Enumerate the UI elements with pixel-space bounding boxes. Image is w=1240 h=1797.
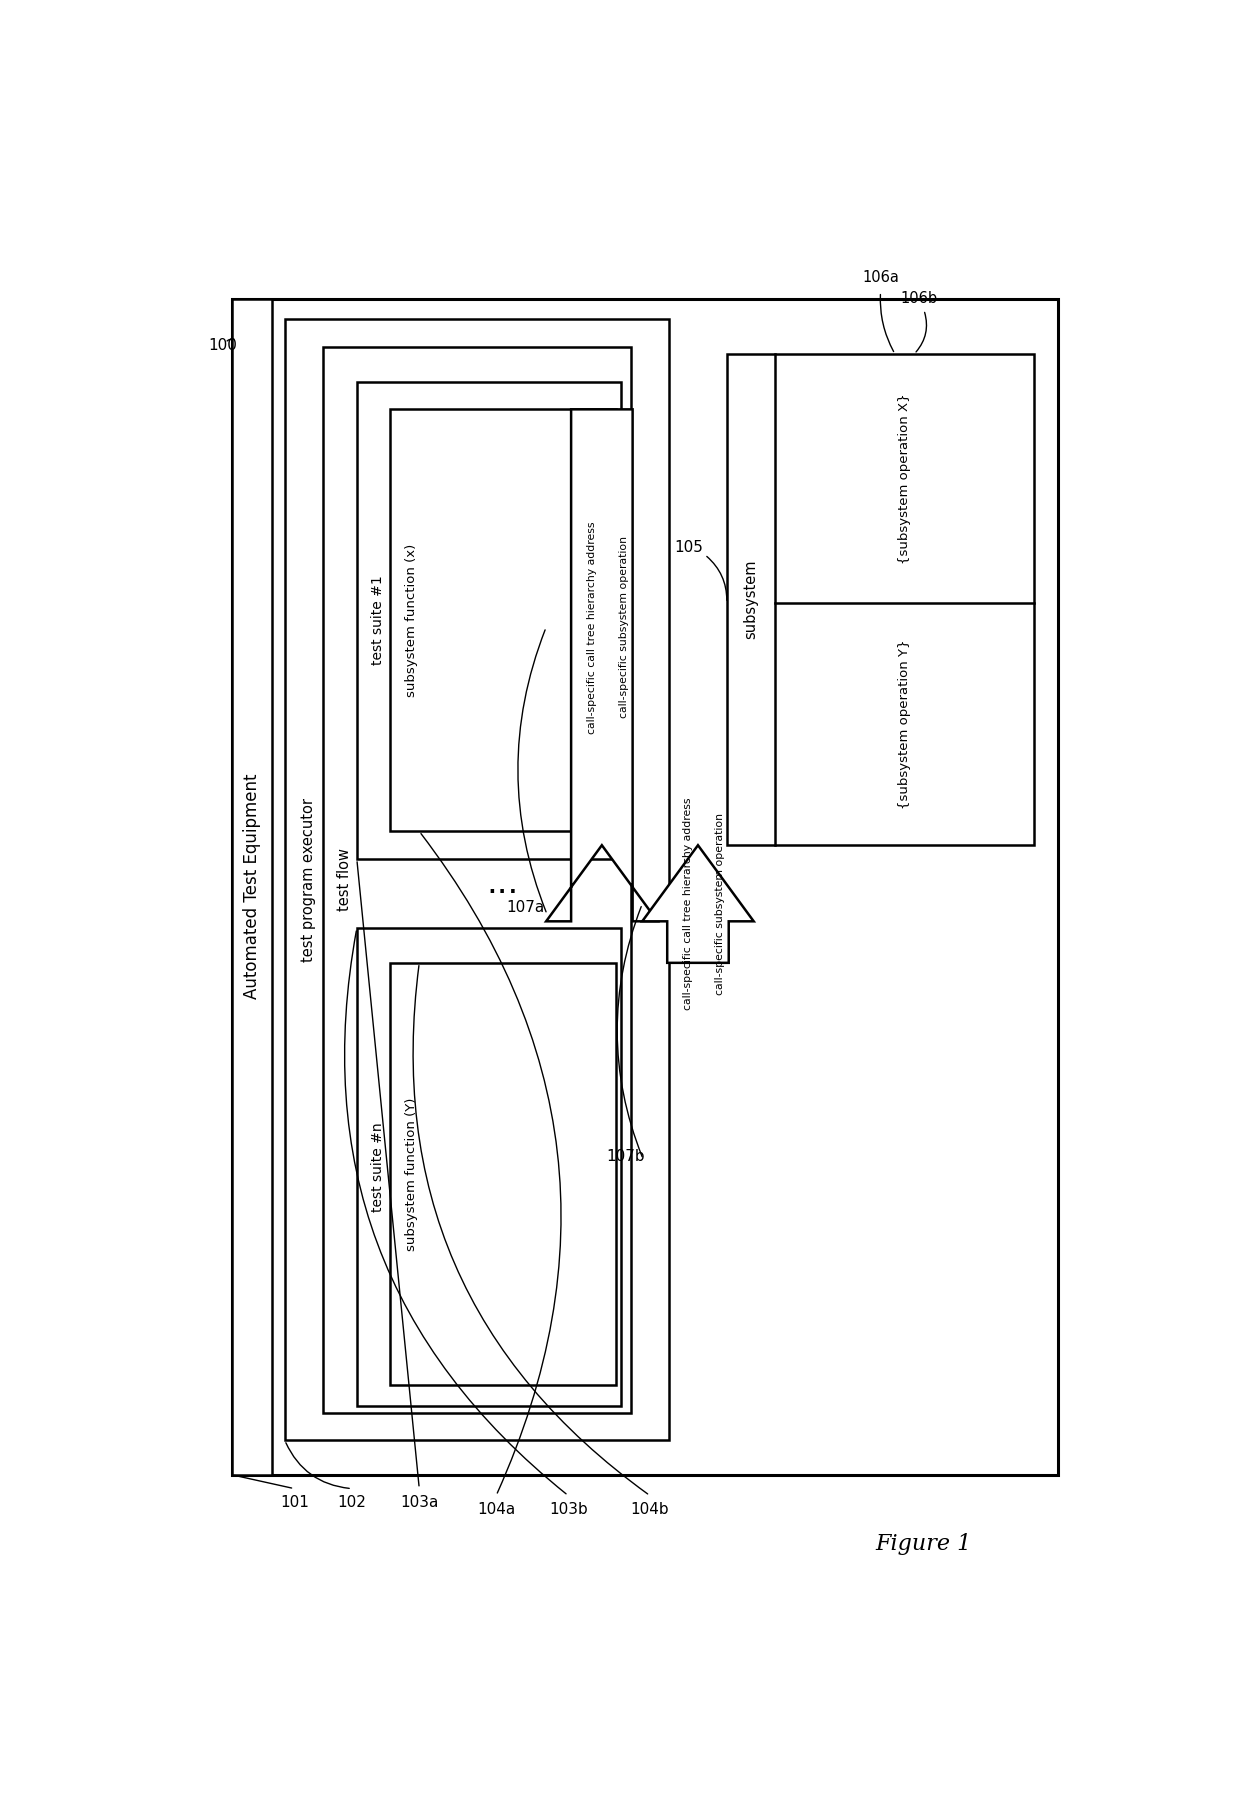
Text: call-specific subsystem operation: call-specific subsystem operation [619,536,629,719]
Text: 107a: 107a [506,900,544,915]
Text: call-specific call tree hierarchy address: call-specific call tree hierarchy addres… [588,521,598,733]
Text: Figure 1: Figure 1 [875,1533,972,1554]
Text: 106b: 106b [900,291,937,305]
Text: Automated Test Equipment: Automated Test Equipment [243,775,262,999]
Bar [727,354,1034,845]
Text: 100: 100 [208,338,237,354]
Polygon shape [642,845,754,963]
Bar [285,320,670,1439]
Text: test suite #1: test suite #1 [371,575,384,665]
Text: call-specific call tree hierarchy address: call-specific call tree hierarchy addres… [683,798,693,1010]
Text: 104b: 104b [631,1502,670,1517]
Text: test flow: test flow [337,848,352,911]
Text: {subsystem operation X}: {subsystem operation X} [898,394,911,564]
Text: 107b: 107b [606,1148,645,1164]
Text: 105: 105 [673,541,703,555]
Text: subsystem function (x): subsystem function (x) [405,544,418,697]
Text: 103a: 103a [401,1495,439,1509]
Text: 106a: 106a [862,270,899,286]
Bar [391,963,616,1385]
Text: call-specific subsystem operation: call-specific subsystem operation [715,812,725,996]
Bar [357,929,621,1405]
Text: ···: ··· [486,877,518,909]
Text: {subsystem operation Y}: {subsystem operation Y} [898,640,911,809]
Bar [357,381,621,859]
Text: 101: 101 [280,1495,309,1509]
Text: test suite #n: test suite #n [371,1121,384,1211]
Text: test program executor: test program executor [301,798,316,961]
Text: 104a: 104a [477,1502,516,1517]
Polygon shape [546,410,657,922]
Bar [391,410,616,832]
Text: 103b: 103b [549,1502,588,1517]
Text: subsystem function (Y): subsystem function (Y) [405,1098,418,1251]
Text: 102: 102 [337,1495,367,1509]
Bar [232,298,1059,1475]
Bar [232,298,273,1475]
Bar [324,347,631,1412]
Text: subsystem: subsystem [743,561,759,640]
